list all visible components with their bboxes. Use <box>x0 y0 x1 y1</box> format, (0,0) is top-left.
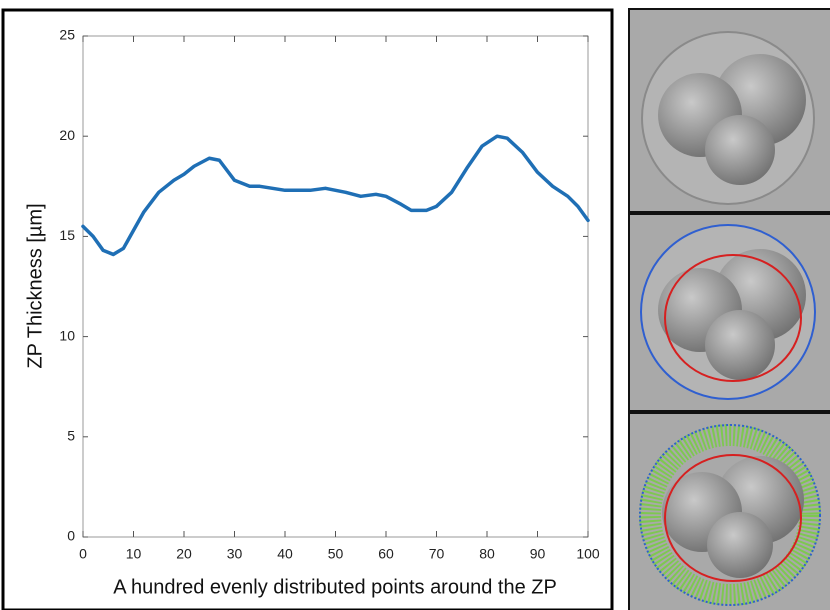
embryo-image-1 <box>630 10 830 211</box>
x-tick-label: 100 <box>576 546 600 562</box>
x-tick-label: 90 <box>530 546 546 562</box>
x-tick-label: 10 <box>126 546 142 562</box>
x-tick-label: 70 <box>429 546 445 562</box>
x-tick-label: 80 <box>479 546 495 562</box>
y-tick-label: 20 <box>59 127 75 143</box>
y-axis-label: ZP Thickness [µm] <box>24 203 46 368</box>
chart-panel <box>1 8 614 610</box>
y-tick-label: 10 <box>59 327 75 343</box>
y-tick-label: 5 <box>67 428 75 444</box>
x-tick-label: 40 <box>277 546 293 562</box>
x-tick-label: 0 <box>79 546 87 562</box>
x-axis-label: A hundred evenly distributed points arou… <box>113 576 557 598</box>
y-tick-label: 15 <box>59 227 75 243</box>
y-tick-label: 25 <box>59 27 75 43</box>
y-tick-label: 0 <box>67 528 75 544</box>
data-line <box>81 134 590 257</box>
x-tick-label: 20 <box>176 546 192 562</box>
x-tick-label: 60 <box>378 546 394 562</box>
embryo-image-2 <box>630 215 830 410</box>
image-panels <box>628 8 830 610</box>
embryo-image-3 <box>630 414 830 610</box>
x-tick-label: 30 <box>227 546 243 562</box>
x-tick-label: 50 <box>328 546 344 562</box>
